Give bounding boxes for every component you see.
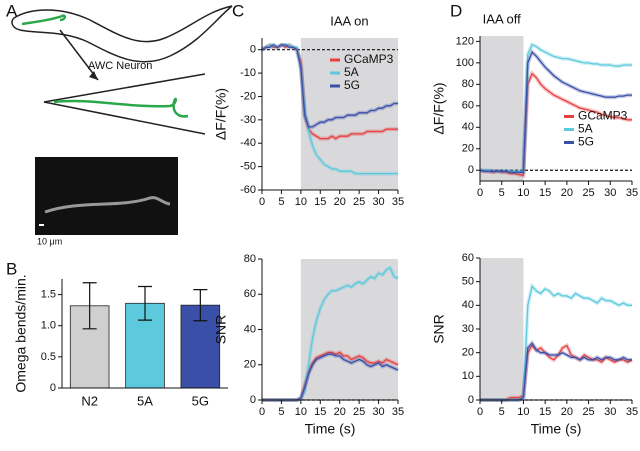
x-tick-label: 20: [561, 406, 573, 418]
x-axis-label: Time (s): [305, 421, 356, 437]
x-tick-label: 0: [259, 406, 265, 418]
legend-label: GCaMP3: [344, 52, 394, 66]
y-tick-label: -20: [240, 90, 256, 102]
stimulus-shade: [480, 36, 524, 181]
y-tick-label: 60: [244, 288, 256, 300]
x-tick-label: 20: [334, 406, 346, 418]
y-tick-label: 80: [462, 78, 474, 90]
y-tick-label: 0: [50, 382, 56, 394]
series-line: [479, 72, 632, 177]
x-tick-label: 35: [392, 196, 404, 208]
scale-label: 10 μm: [37, 236, 62, 246]
y-tick-label: 0.5: [41, 351, 56, 363]
y-tick-label: 20: [462, 347, 474, 359]
x-tick-label: 5: [278, 406, 284, 418]
x-tick-label: 10: [295, 196, 307, 208]
error-bar: [138, 285, 152, 321]
y-tick-label: 50: [462, 276, 474, 288]
x-tick-label: 35: [626, 406, 638, 418]
y-tick-label: 0: [250, 44, 256, 56]
legend-label: 5G: [344, 78, 360, 92]
annotation: IAA off: [483, 11, 521, 26]
x-tick-label: 5A: [137, 393, 153, 408]
x-tick-label: 10: [517, 187, 529, 199]
x-tick-label: 5: [499, 406, 505, 418]
x-tick-label: 30: [372, 196, 384, 208]
y-axis-label: SNR: [431, 314, 447, 344]
x-tick-label: 5: [278, 196, 284, 208]
y-tick-label: -60: [240, 184, 256, 196]
y-tick-label: 1.5: [41, 288, 56, 300]
legend-label: 5G: [578, 135, 594, 149]
y-tick-label: 40: [244, 323, 256, 335]
x-axis-label: Time (s): [531, 421, 582, 437]
panel-label: C: [232, 1, 244, 20]
x-tick-label: 25: [353, 406, 365, 418]
y-tick-label: -50: [240, 161, 256, 173]
x-tick-label: 0: [477, 187, 483, 199]
worm-diagram: AWC Neuron 10 μm: [11, 5, 233, 246]
x-tick-label: 15: [539, 187, 551, 199]
panel-label: A: [6, 1, 18, 20]
neuron-label: AWC Neuron: [88, 60, 152, 72]
x-tick-label: 0: [477, 406, 483, 418]
legend-label: 5A: [344, 65, 359, 79]
x-tick-label: 30: [604, 406, 616, 418]
x-tick-label: 15: [539, 406, 551, 418]
x-tick-label: 10: [517, 406, 529, 418]
error-bar: [82, 282, 97, 330]
x-tick-label: N2: [81, 393, 98, 408]
y-tick-label: 60: [462, 100, 474, 112]
annotation: IAA on: [330, 13, 368, 28]
series-line: [261, 44, 398, 128]
x-tick-label: 35: [392, 406, 404, 418]
y-tick-label: 10: [462, 370, 474, 382]
y-tick-label: 0: [250, 394, 256, 406]
y-tick-label: 40: [462, 121, 474, 133]
y-tick-label: 1.0: [41, 320, 56, 332]
y-tick-label: 20: [244, 359, 256, 371]
y-tick-label: 0: [468, 394, 474, 406]
y-axis-label: ΔF/F(%): [431, 82, 447, 134]
y-tick-label: 80: [244, 253, 256, 265]
y-tick-label: 60: [462, 252, 474, 264]
legend-label: GCaMP3: [578, 109, 628, 123]
x-tick-label: 15: [314, 196, 326, 208]
panel-label: D: [450, 1, 462, 20]
stimulus-shade: [300, 38, 398, 190]
error-bar: [193, 288, 208, 322]
x-tick-label: 20: [561, 187, 573, 199]
x-tick-label: 20: [334, 196, 346, 208]
y-axis-label: Omega bends/min.: [13, 274, 29, 392]
x-tick-label: 30: [604, 187, 616, 199]
y-tick-label: 40: [462, 299, 474, 311]
y-tick-label: 20: [462, 143, 474, 155]
y-tick-label: 0: [468, 164, 474, 176]
x-tick-label: 0: [259, 196, 265, 208]
y-tick-label: 120: [456, 35, 474, 47]
series-line: [261, 44, 398, 140]
x-tick-label: 10: [295, 406, 307, 418]
y-axis-label: SNR: [213, 315, 229, 345]
y-tick-label: -10: [240, 67, 256, 79]
x-tick-label: 25: [582, 187, 594, 199]
x-tick-label: 25: [582, 406, 594, 418]
x-tick-label: 30: [372, 406, 384, 418]
legend-label: 5A: [578, 122, 593, 136]
panel-label: B: [6, 259, 17, 278]
stimulus-shade: [480, 258, 524, 400]
y-axis-label: ΔF/F(%): [213, 88, 229, 140]
y-tick-label: -40: [240, 137, 256, 149]
y-tick-label: -30: [240, 114, 256, 126]
x-tick-label: 5: [499, 187, 505, 199]
y-tick-label: 100: [456, 57, 474, 69]
x-tick-label: 25: [353, 196, 365, 208]
x-tick-label: 5G: [192, 393, 209, 408]
series-line: [479, 50, 632, 174]
x-tick-label: 15: [314, 406, 326, 418]
x-tick-label: 35: [626, 187, 638, 199]
stimulus-shade: [300, 259, 398, 400]
y-tick-label: 30: [462, 323, 474, 335]
